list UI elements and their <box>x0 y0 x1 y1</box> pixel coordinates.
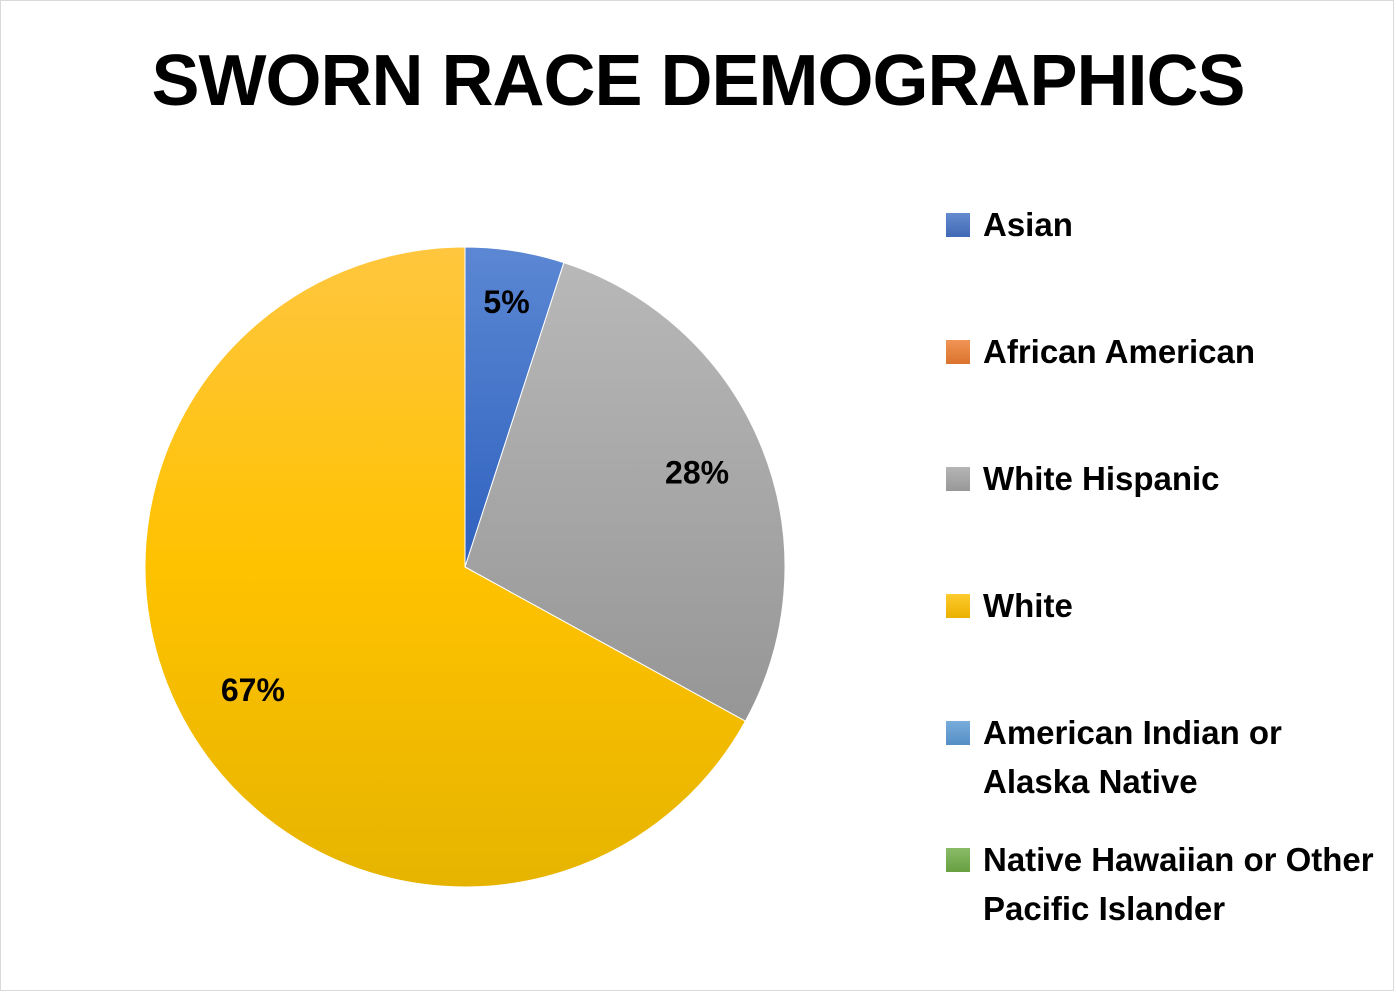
legend-swatch <box>946 340 970 364</box>
chart-title: SWORN RACE DEMOGRAPHICS <box>151 41 1245 121</box>
legend-label: African American <box>983 333 1256 370</box>
legend-swatch <box>946 467 970 491</box>
data-label-white-hispanic: 28% <box>665 455 729 491</box>
pie-slice-white-hispanic <box>464 262 786 722</box>
pie-slices <box>144 246 786 888</box>
legend-swatch <box>946 213 970 237</box>
legend-swatch <box>946 594 970 618</box>
legend-swatch <box>946 721 970 745</box>
legend-label: Asian <box>983 206 1073 243</box>
legend-swatch <box>946 848 970 872</box>
data-label-white: 67% <box>221 672 285 708</box>
data-label-asian: 5% <box>483 284 529 320</box>
legend-label: Native Hawaiian or Other Pacific Islande… <box>983 841 1374 927</box>
pie-slice-white <box>144 246 747 888</box>
pie-data-labels: 5% 28% 67% <box>221 284 729 708</box>
legend-label: White Hispanic <box>983 460 1220 497</box>
legend-label: White <box>983 587 1073 624</box>
legend-label: American Indian or Alaska Native <box>983 714 1282 800</box>
